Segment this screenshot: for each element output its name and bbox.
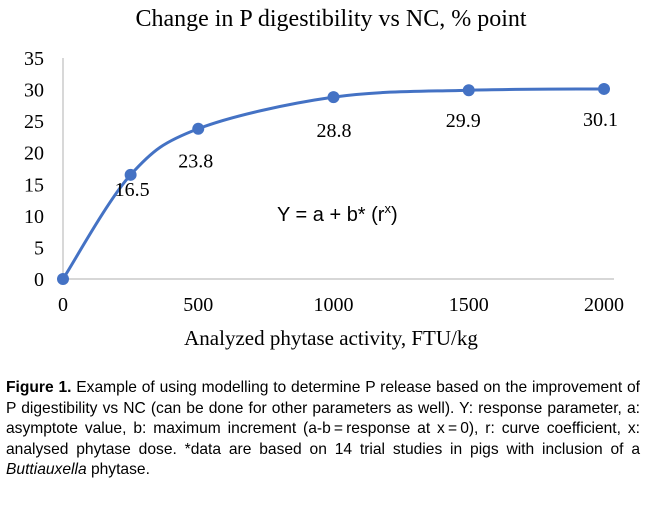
caption-italic-genus: Buttiauxella: [6, 461, 87, 478]
data-labels: 16.5 23.8 28.8 29.9 30.1: [115, 109, 618, 201]
data-point: [192, 122, 205, 135]
caption-text: Example of using modelling to determine …: [6, 379, 640, 458]
data-label: 30.1: [583, 109, 618, 131]
y-tick-label: 5: [34, 237, 44, 259]
x-tick-label: 1500: [449, 294, 489, 316]
y-tick-label: 0: [34, 269, 44, 291]
data-label: 23.8: [178, 151, 213, 173]
y-tick-label: 30: [24, 80, 44, 102]
x-tick-label: 500: [183, 294, 213, 316]
caption-text-end: phytase.: [86, 461, 150, 478]
data-label: 28.8: [317, 120, 352, 142]
figure-caption: Figure 1. Example of using modelling to …: [6, 378, 640, 481]
data-point: [462, 84, 475, 97]
series-line: [61, 87, 605, 280]
caption-label: Figure 1.: [6, 379, 72, 396]
x-tick-labels: 0 500 1000 1500 2000: [58, 294, 624, 316]
y-tick-label: 25: [24, 111, 44, 133]
axes: [62, 58, 614, 280]
y-tick-label: 10: [24, 206, 44, 228]
chart-title: Change in P digestibility vs NC, % point: [135, 6, 526, 32]
data-points: [57, 82, 610, 285]
x-tick-label: 0: [58, 294, 68, 316]
data-label: 16.5: [115, 179, 150, 201]
data-point: [124, 168, 137, 181]
y-tick-label: 15: [24, 174, 44, 196]
data-point: [327, 91, 340, 104]
equation-superscript: x: [384, 201, 391, 216]
model-equation: Y = a + b* (rx): [277, 201, 398, 226]
data-label: 29.9: [446, 110, 481, 132]
y-tick-label: 20: [24, 143, 44, 165]
x-axis-label: Analyzed phytase activity, FTU/kg: [184, 326, 478, 350]
data-point: [57, 273, 69, 285]
y-tick-label: 35: [24, 48, 44, 70]
equation-main: Y = a + b* (r: [277, 204, 385, 226]
data-point: [598, 82, 610, 95]
y-tick-labels: 0 5 10 15 20 25 30 35: [24, 48, 44, 291]
x-tick-label: 1000: [314, 294, 354, 316]
equation-suffix: ): [391, 204, 398, 226]
line-chart: Change in P digestibility vs NC, % point…: [24, 6, 624, 350]
x-tick-label: 2000: [584, 294, 624, 316]
